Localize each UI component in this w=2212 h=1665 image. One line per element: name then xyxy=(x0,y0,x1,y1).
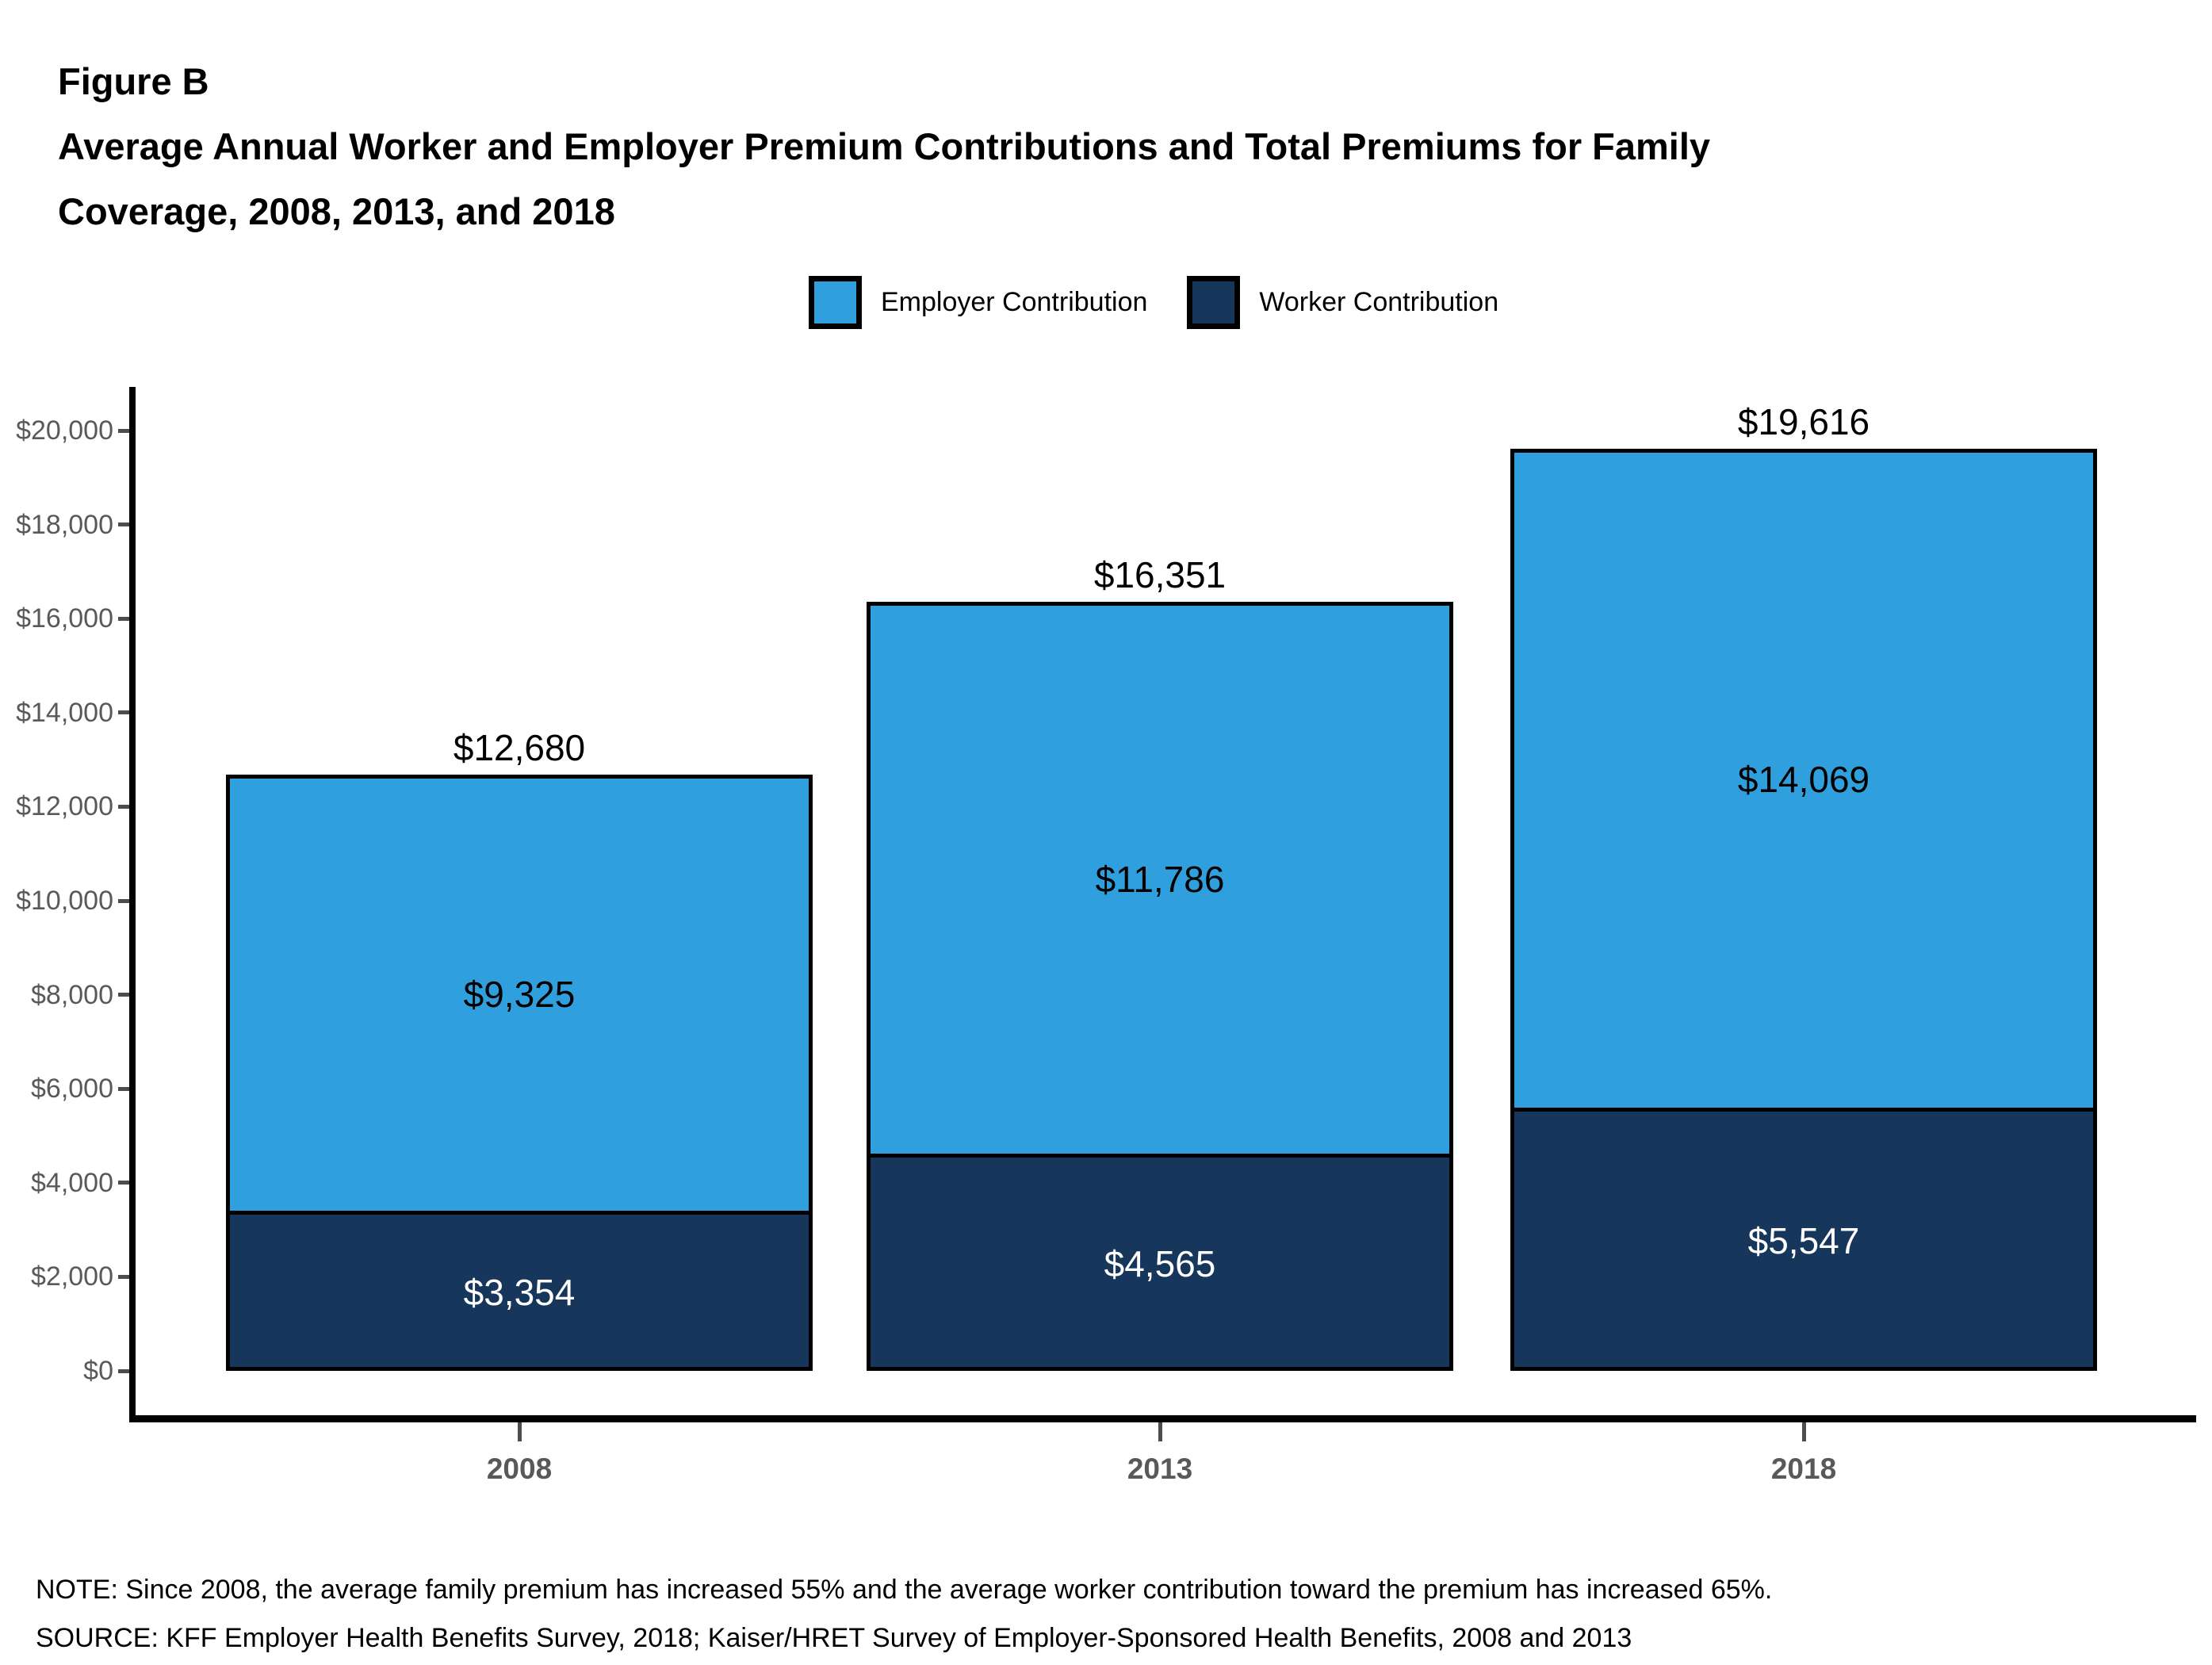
x-axis-tick-2018 xyxy=(1801,1422,1806,1441)
employer-value-label-2018: $14,069 xyxy=(1737,758,1870,800)
legend-label: Employer Contribution xyxy=(881,287,1148,317)
y-axis-tick-label: $16,000 xyxy=(16,603,113,634)
x-axis-category-label-2013: 2013 xyxy=(1127,1453,1193,1485)
worker-swatch-icon xyxy=(1187,276,1241,329)
bar-segment-worker-2013 xyxy=(871,1154,1449,1367)
bar-2008 xyxy=(226,775,813,1371)
y-axis-tick xyxy=(118,616,129,621)
y-axis-tick xyxy=(118,1086,129,1091)
y-axis-tick xyxy=(118,1368,129,1373)
bar-segment-worker-2018 xyxy=(1514,1108,2093,1367)
figure-label: Figure B xyxy=(58,60,209,102)
worker-value-label-2018: $5,547 xyxy=(1747,1219,1860,1261)
y-axis-tick xyxy=(118,804,129,809)
y-axis-tick-label: $20,000 xyxy=(16,415,113,446)
y-axis-tick-label: $18,000 xyxy=(16,509,113,540)
chart-title-line-2: Coverage, 2008, 2013, and 2018 xyxy=(58,190,615,232)
chart-legend: Employer Contribution Worker Contribution xyxy=(809,276,1498,329)
chart-title-block: Figure B Average Annual Worker and Emplo… xyxy=(58,49,1710,244)
bar-2018 xyxy=(1510,448,2097,1371)
source-text: SOURCE: KFF Employer Health Benefits Sur… xyxy=(36,1623,1632,1653)
y-axis-tick-label: $6,000 xyxy=(31,1074,113,1104)
worker-value-label-2013: $4,565 xyxy=(1104,1242,1216,1284)
y-axis-tick xyxy=(118,898,129,903)
legend-item: Employer Contribution xyxy=(809,276,1147,329)
x-axis-category-label-2008: 2008 xyxy=(486,1453,553,1485)
bar-segment-worker-2008 xyxy=(230,1211,809,1367)
y-axis-tick-label: $14,000 xyxy=(16,697,113,728)
y-axis-tick-label: $2,000 xyxy=(31,1261,113,1292)
y-axis-tick xyxy=(118,522,129,527)
y-axis-tick-label: $8,000 xyxy=(31,979,113,1010)
x-axis-tick-2013 xyxy=(1158,1422,1162,1441)
total-value-label-2008: $12,680 xyxy=(453,727,586,769)
x-axis-tick-2008 xyxy=(517,1422,522,1441)
y-axis-tick-label: $0 xyxy=(83,1356,113,1386)
x-axis-category-label-2018: 2018 xyxy=(1770,1453,1837,1485)
chart-title-line-1: Average Annual Worker and Employer Premi… xyxy=(58,125,1711,167)
y-axis-tick xyxy=(118,710,129,715)
y-axis-tick xyxy=(118,1181,129,1185)
worker-value-label-2008: $3,354 xyxy=(463,1271,576,1313)
legend-label: Worker Contribution xyxy=(1259,287,1499,317)
y-axis-line xyxy=(129,387,136,1422)
y-axis-tick xyxy=(118,428,129,433)
y-axis-tick-label: $4,000 xyxy=(31,1167,113,1198)
x-axis-line xyxy=(129,1415,2196,1422)
employer-value-label-2013: $11,786 xyxy=(1095,858,1225,900)
bar-2013 xyxy=(867,602,1453,1371)
y-axis-tick-label: $12,000 xyxy=(16,791,113,822)
note-text: NOTE: Since 2008, the average family pre… xyxy=(36,1575,1773,1605)
employer-swatch-icon xyxy=(809,276,862,329)
y-axis-tick xyxy=(118,1274,129,1279)
total-value-label-2018: $19,616 xyxy=(1737,400,1870,442)
employer-value-label-2008: $9,325 xyxy=(463,973,576,1015)
legend-item: Worker Contribution xyxy=(1187,276,1498,329)
y-axis-tick xyxy=(118,993,129,997)
y-axis-tick-label: $10,000 xyxy=(16,886,113,916)
total-value-label-2013: $16,351 xyxy=(1093,554,1227,596)
